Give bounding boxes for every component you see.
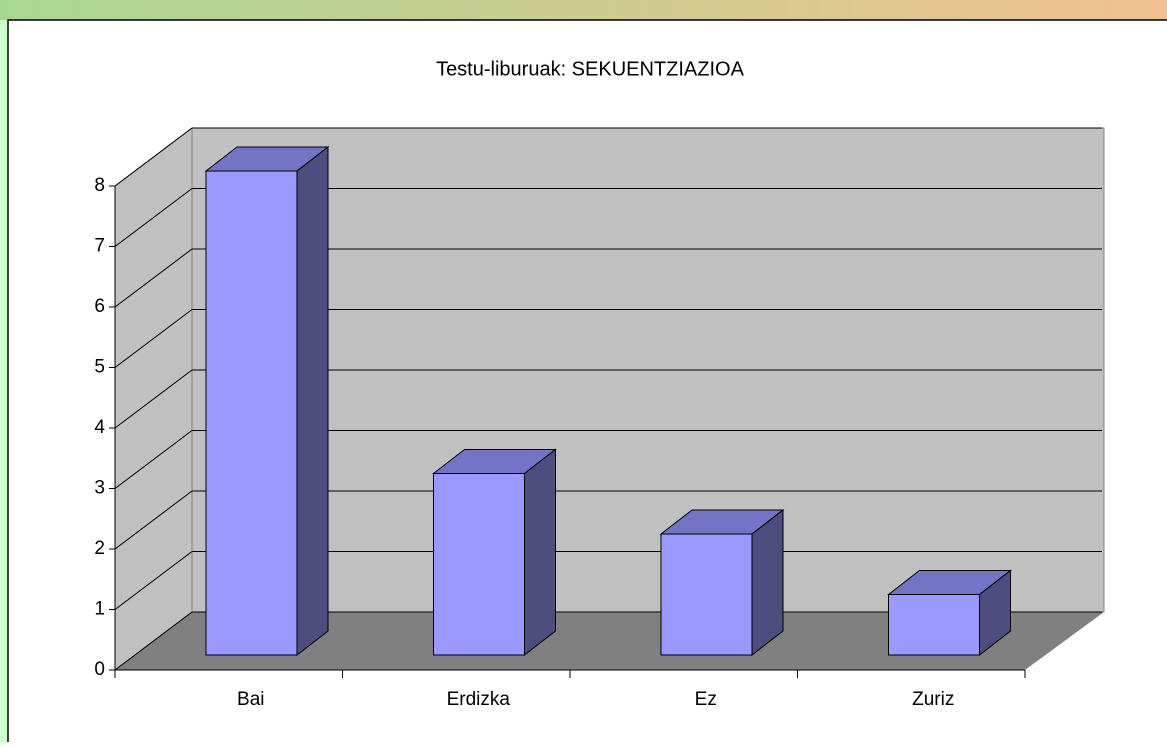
x-tick-label: Erdizka	[447, 689, 511, 710]
bar	[205, 170, 298, 656]
y-tick-label: 4	[94, 417, 105, 438]
bar	[660, 533, 753, 656]
side-grid-line	[114, 248, 193, 308]
y-tick-label: 2	[94, 538, 105, 559]
side-grid-line	[114, 309, 193, 368]
y-tick-label: 0	[94, 659, 105, 680]
side-grid-line	[114, 369, 193, 429]
y-tick-label: 1	[94, 599, 105, 620]
bar-side	[751, 508, 784, 657]
chart-title: Testu-liburuak: SEKUENTZIAZIOA	[436, 58, 745, 80]
side-grid-line	[114, 430, 193, 489]
x-tick-label: Ez	[695, 689, 717, 710]
bar-side	[296, 145, 329, 657]
bar	[888, 594, 980, 656]
side-grid-line	[114, 611, 193, 671]
x-tick-label: Bai	[237, 689, 264, 710]
x-tick-label: Zuriz	[912, 689, 954, 710]
y-tick-label: 3	[94, 478, 105, 499]
y-tick-label: 7	[94, 236, 105, 257]
side-grid-line	[114, 188, 193, 247]
bar-side	[524, 448, 556, 657]
y-tick-label: 5	[94, 357, 105, 378]
y-tick-label: 8	[94, 175, 105, 196]
floor	[115, 612, 1104, 670]
side-grid-line	[114, 490, 193, 550]
bar	[433, 473, 525, 656]
side-grid-line	[114, 551, 193, 610]
top-strip	[0, 0, 1167, 20]
side-grid-line	[114, 127, 193, 187]
y-tick-label: 6	[94, 296, 105, 317]
